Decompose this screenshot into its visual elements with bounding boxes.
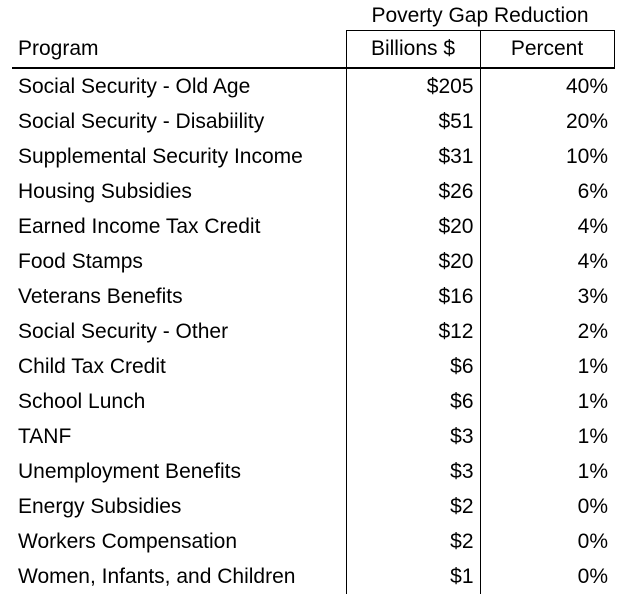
cell-program: Housing Subsidies (18, 180, 192, 203)
cell-program: Child Tax Credit (18, 355, 166, 378)
cell-percent: 4% (577, 250, 608, 273)
cell-program: Energy Subsidies (18, 495, 182, 518)
table-row: Energy Subsidies $2 0% (12, 489, 614, 524)
cell-program: Social Security - Disabiility (18, 110, 265, 133)
cell-percent: 1% (577, 460, 608, 483)
cell-percent: 0% (577, 565, 608, 588)
cell-billions: $6 (345, 349, 481, 384)
poverty-gap-table: Program Billions $ Percent Social Securi… (12, 30, 615, 594)
table-row: Social Security - Disabiility $51 20% (12, 104, 614, 139)
cell-billions: $3 (345, 419, 481, 454)
cell-percent: 1% (577, 425, 608, 448)
cell-program: Women, Infants, and Children (18, 565, 296, 588)
table-row: Unemployment Benefits $3 1% (12, 454, 614, 489)
table-row: School Lunch $6 1% (12, 384, 614, 419)
cell-program: Veterans Benefits (18, 285, 183, 308)
cell-percent: 1% (577, 390, 608, 413)
cell-percent: 10% (565, 145, 608, 168)
cell-program: Social Security - Other (18, 320, 229, 343)
cell-billions: $51 (345, 104, 481, 139)
table-row: TANF $3 1% (12, 419, 614, 454)
table-row: Women, Infants, and Children $1 0% (12, 559, 614, 594)
cell-program: Food Stamps (18, 250, 143, 273)
cell-program: Earned Income Tax Credit (18, 215, 261, 238)
cell-billions: $20 (345, 209, 481, 244)
cell-billions: $205 (345, 68, 481, 104)
cell-percent: 3% (577, 285, 608, 308)
cell-billions: $16 (345, 279, 481, 314)
cell-percent: 40% (565, 75, 608, 98)
cell-program: TANF (18, 425, 72, 448)
cell-billions: $6 (345, 384, 481, 419)
table-row: Supplemental Security Income $31 10% (12, 139, 614, 174)
cell-program: School Lunch (18, 390, 146, 413)
table-body: Social Security - Old Age $205 40% Social S… (12, 68, 614, 594)
cell-percent: 6% (577, 180, 608, 203)
cell-billions: $2 (345, 489, 481, 524)
table-row: Veterans Benefits $16 3% (12, 279, 614, 314)
cell-billions: $3 (345, 454, 481, 489)
table-row: Workers Compensation $2 0% (12, 524, 614, 559)
column-header-program: Program (12, 30, 346, 69)
cell-percent: 0% (577, 495, 608, 518)
cell-percent: 0% (577, 530, 608, 553)
column-header-percent: Percent (480, 30, 615, 69)
cell-percent: 4% (577, 215, 608, 238)
cell-billions: $1 (345, 559, 481, 594)
cell-program: Unemployment Benefits (18, 460, 241, 483)
header-row: Program Billions $ Percent (12, 30, 615, 69)
cell-billions: $12 (345, 314, 481, 349)
table-row: Child Tax Credit $6 1% (12, 349, 614, 384)
column-header-billions: Billions $ (345, 30, 481, 69)
table-row: Earned Income Tax Credit $20 4% (12, 209, 614, 244)
cell-billions: $20 (345, 244, 481, 279)
cell-percent: 1% (577, 355, 608, 378)
cell-percent: 2% (577, 320, 608, 343)
cell-percent: 20% (565, 110, 608, 133)
cell-program: Workers Compensation (18, 530, 238, 553)
table-row: Housing Subsidies $26 6% (12, 174, 614, 209)
table-row: Social Security - Old Age $205 40% (12, 68, 614, 104)
cell-billions: $2 (345, 524, 481, 559)
cell-billions: $26 (345, 174, 481, 209)
cell-program: Social Security - Old Age (18, 75, 251, 98)
cell-billions: $31 (345, 139, 481, 174)
table-row: Social Security - Other $12 2% (12, 314, 614, 349)
cell-program: Supplemental Security Income (18, 145, 303, 168)
super-header: Poverty Gap Reduction (371, 4, 589, 27)
table-row: Food Stamps $20 4% (12, 244, 614, 279)
